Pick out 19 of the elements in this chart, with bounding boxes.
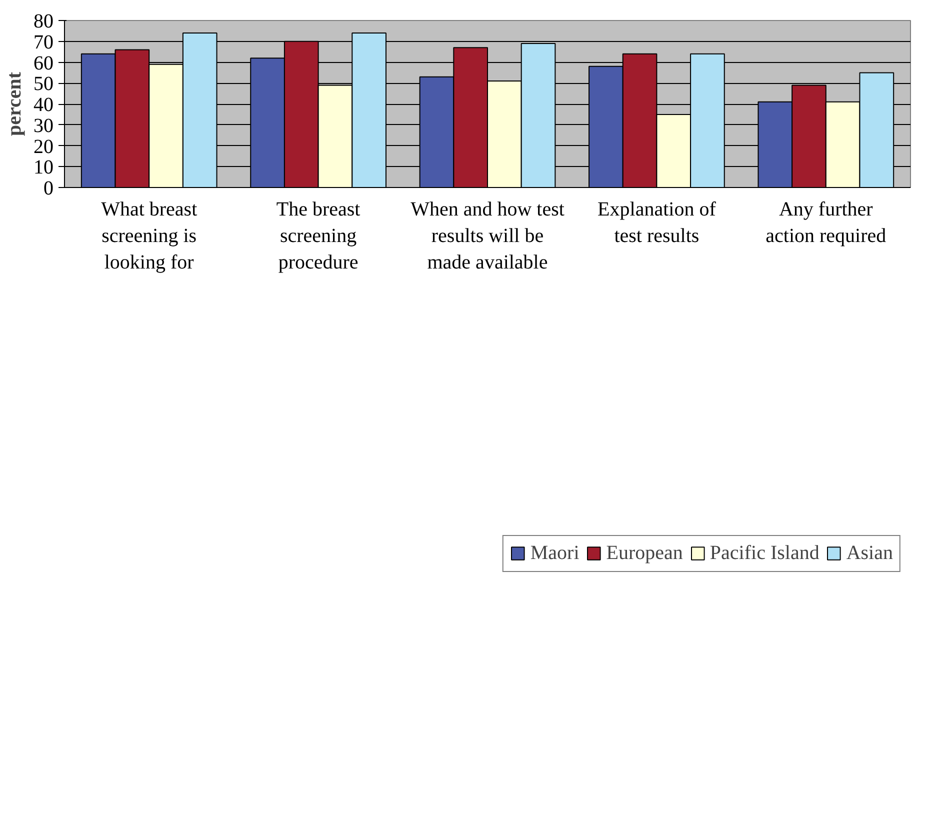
- legend-label: Pacific Island: [710, 542, 820, 564]
- x-tick-label: What breast screening is looking for: [101, 198, 198, 274]
- y-tick-label: 30: [34, 114, 54, 137]
- y-tick-label: 50: [34, 73, 54, 96]
- y-tick-label: 60: [34, 52, 54, 74]
- legend-label: Maori: [530, 542, 580, 564]
- y-tick-label: 20: [34, 136, 54, 158]
- x-tick-label: Explanation of test results: [598, 198, 716, 247]
- x-tick-label: Any further action required: [766, 198, 886, 247]
- x-tick-label: When and how test results will be made available: [410, 198, 565, 274]
- x-tick-label: The breast screening procedure: [276, 198, 361, 274]
- y-tick-label: 80: [34, 10, 54, 32]
- y-tick-label: 70: [34, 31, 54, 54]
- y-tick-label: 0: [44, 178, 54, 200]
- y-axis-title: percent: [4, 72, 26, 136]
- y-tick-label: 40: [34, 94, 54, 116]
- legend-label: European: [606, 542, 683, 564]
- legend-label: Asian: [846, 542, 893, 564]
- y-tick-label: 10: [34, 156, 54, 179]
